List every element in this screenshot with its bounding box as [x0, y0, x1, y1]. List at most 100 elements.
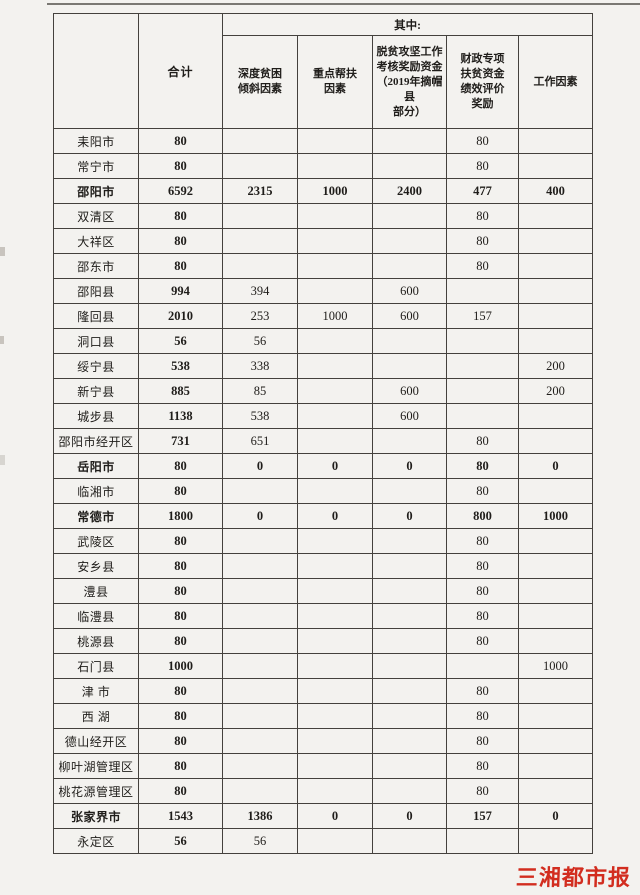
total-value-cell: 80: [138, 228, 223, 254]
value-cell: [222, 553, 298, 579]
table-row: 邵东市 80 80: [53, 253, 593, 279]
value-cell: [372, 228, 447, 254]
value-cell: 0: [297, 453, 373, 479]
value-cell: [518, 828, 593, 854]
total-column-header: 合计: [138, 13, 223, 129]
table-row: 临湘市 80 80: [53, 478, 593, 504]
scan-artifact-line: [47, 3, 640, 5]
table-row: 常德市 1800 0 0 0 800 1000: [53, 503, 593, 529]
table-row: 洞口县 56 56: [53, 328, 593, 354]
value-cell: 80: [446, 478, 519, 504]
region-name-cell: 柳叶湖管理区: [53, 753, 139, 779]
value-cell: [297, 678, 373, 704]
column-header-work-factor: 工作因素: [518, 35, 593, 129]
scan-edge-mark: [0, 336, 4, 344]
total-value-cell: 1138: [138, 403, 223, 429]
table-row: 桃源县 80 80: [53, 628, 593, 654]
scan-edge-mark: [0, 247, 5, 256]
value-cell: [297, 128, 373, 154]
table-row: 双清区 80 80: [53, 203, 593, 229]
value-cell: [518, 478, 593, 504]
total-value-cell: 80: [138, 778, 223, 804]
value-cell: [222, 778, 298, 804]
value-cell: [297, 628, 373, 654]
value-cell: [518, 428, 593, 454]
value-cell: 80: [446, 678, 519, 704]
total-value-cell: 80: [138, 478, 223, 504]
value-cell: 80: [446, 778, 519, 804]
value-cell: 477: [446, 178, 519, 204]
total-value-cell: 80: [138, 728, 223, 754]
value-cell: [372, 528, 447, 554]
fund-allocation-table: 合计 其中: 深度贫困 倾斜因素 重点帮扶 因素 脱贫攻坚工作 考核奖励资金 （…: [53, 13, 593, 854]
value-cell: [372, 553, 447, 579]
table-row: 邵阳市 6592 2315 1000 2400 477 400: [53, 178, 593, 204]
value-cell: [372, 428, 447, 454]
value-cell: [222, 653, 298, 679]
value-cell: 200: [518, 353, 593, 379]
value-cell: 0: [372, 803, 447, 829]
value-cell: 80: [446, 453, 519, 479]
value-cell: 800: [446, 503, 519, 529]
value-cell: [222, 753, 298, 779]
table-row: 岳阳市 80 0 0 0 80 0: [53, 453, 593, 479]
region-name-cell: 邵阳市: [53, 178, 139, 204]
region-name-cell: 大祥区: [53, 228, 139, 254]
value-cell: 80: [446, 703, 519, 729]
value-cell: [518, 678, 593, 704]
value-cell: 80: [446, 753, 519, 779]
value-cell: 600: [372, 378, 447, 404]
value-cell: 80: [446, 228, 519, 254]
region-name-cell: 绥宁县: [53, 353, 139, 379]
of-which-header: 其中:: [222, 13, 593, 36]
value-cell: [372, 603, 447, 629]
value-cell: 56: [222, 328, 298, 354]
value-cell: [222, 678, 298, 704]
value-cell: [518, 728, 593, 754]
table-row: 绥宁县 538 338 200: [53, 353, 593, 379]
region-name-cell: 城步县: [53, 403, 139, 429]
total-value-cell: 2010: [138, 303, 223, 329]
value-cell: [222, 153, 298, 179]
value-cell: [446, 403, 519, 429]
total-value-cell: 80: [138, 703, 223, 729]
value-cell: [446, 653, 519, 679]
value-cell: [297, 403, 373, 429]
value-cell: [222, 228, 298, 254]
total-value-cell: 80: [138, 528, 223, 554]
total-value-cell: 1000: [138, 653, 223, 679]
total-value-cell: 885: [138, 378, 223, 404]
region-name-cell: 澧县: [53, 578, 139, 604]
table-row: 石门县 1000 1000: [53, 653, 593, 679]
value-cell: 80: [446, 578, 519, 604]
value-cell: 600: [372, 303, 447, 329]
value-cell: 80: [446, 203, 519, 229]
scan-edge-mark: [0, 455, 5, 465]
value-cell: 1000: [297, 178, 373, 204]
value-cell: [518, 203, 593, 229]
value-cell: [297, 478, 373, 504]
value-cell: [518, 628, 593, 654]
value-cell: 200: [518, 378, 593, 404]
table-row: 武陵区 80 80: [53, 528, 593, 554]
total-value-cell: 1543: [138, 803, 223, 829]
region-name-cell: 张家界市: [53, 803, 139, 829]
table-row: 津 市 80 80: [53, 678, 593, 704]
table-row: 永定区 56 56: [53, 828, 593, 854]
value-cell: [518, 128, 593, 154]
value-cell: [222, 253, 298, 279]
value-cell: [372, 778, 447, 804]
value-cell: [518, 753, 593, 779]
value-cell: [372, 153, 447, 179]
value-cell: 1000: [518, 503, 593, 529]
value-cell: [372, 753, 447, 779]
region-name-cell: 双清区: [53, 203, 139, 229]
region-name-cell: 邵东市: [53, 253, 139, 279]
table-row: 柳叶湖管理区 80 80: [53, 753, 593, 779]
value-cell: [297, 703, 373, 729]
table-row: 张家界市 1543 1386 0 0 157 0: [53, 803, 593, 829]
value-cell: [446, 353, 519, 379]
value-cell: [297, 353, 373, 379]
region-name-cell: 常宁市: [53, 153, 139, 179]
